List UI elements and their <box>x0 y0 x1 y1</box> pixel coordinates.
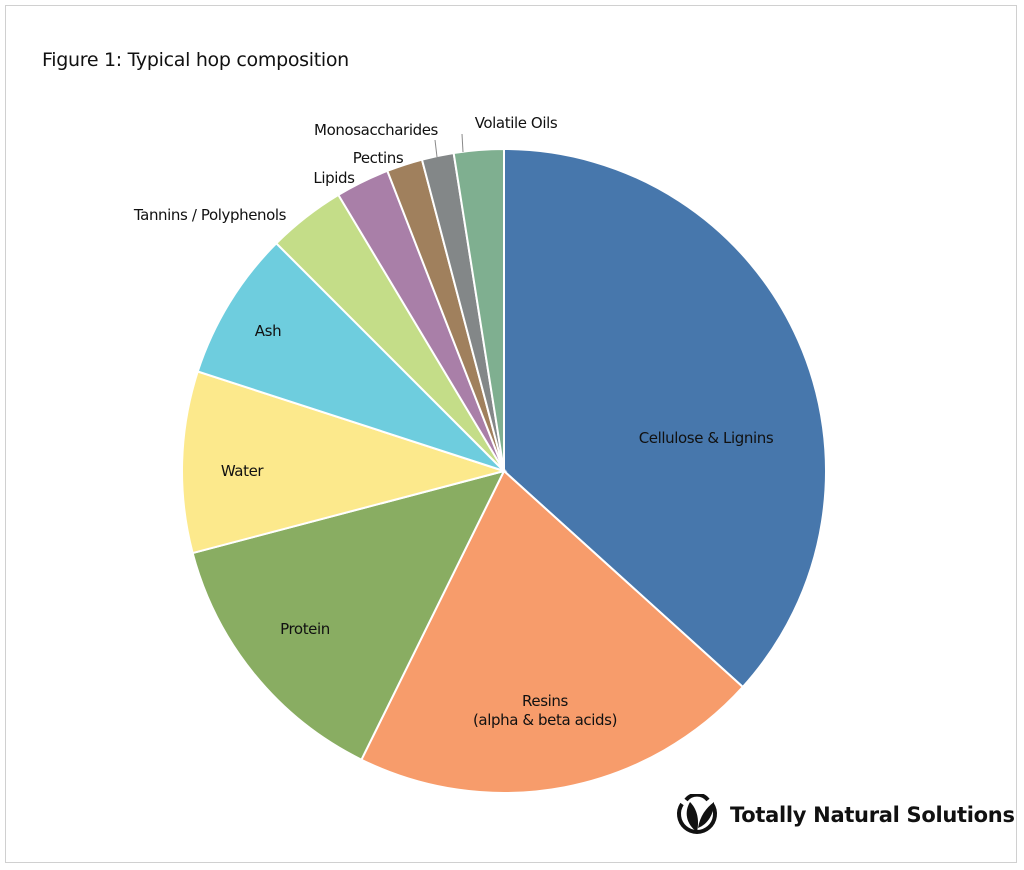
pie-slice-resins <box>360 469 745 794</box>
brand-logo: Totally Natural Solutions <box>676 794 1015 836</box>
brand-name: Totally Natural Solutions <box>730 803 1015 827</box>
leader-line <box>434 139 438 158</box>
slice-label: Tannins / Polyphenols <box>133 206 287 224</box>
pie-slice-cellulose-lignins <box>503 147 827 689</box>
slice-label: Monosaccharides <box>314 121 438 139</box>
slice-label: Cellulose & Lignins <box>639 429 774 447</box>
slice-label: Lipids <box>313 169 355 187</box>
chart-title: Figure 1: Typical hop composition <box>42 49 349 71</box>
slice-label: Volatile Oils <box>475 114 558 132</box>
slice-label: Pectins <box>353 149 404 167</box>
pie-slice-ash <box>196 241 505 472</box>
figure-frame <box>5 5 1017 863</box>
slice-label: Protein <box>280 620 330 638</box>
pie-slice-volatile-oils <box>452 147 505 472</box>
leader-line <box>461 133 464 153</box>
slice-label: Resins <box>522 692 568 710</box>
pie-slice-water <box>181 370 508 555</box>
slice-label: Water <box>221 462 265 480</box>
slice-label: Ash <box>255 322 281 340</box>
leaf-logo-icon <box>677 794 717 834</box>
pie-slice-protein <box>191 469 506 762</box>
slice-sublabel: (alpha & beta acids) <box>473 711 617 729</box>
